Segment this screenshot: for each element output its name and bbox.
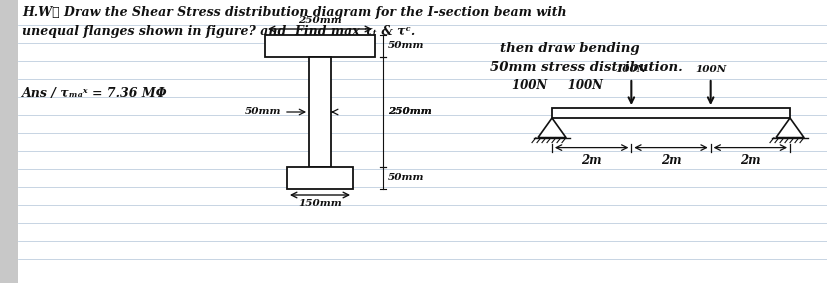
Text: then draw bending: then draw bending [500,42,638,55]
Text: Ans / τₘₐˣ = 7.36 MΦ: Ans / τₘₐˣ = 7.36 MΦ [22,87,167,100]
Text: 50mm: 50mm [244,108,280,117]
Text: H.W① Draw the Shear Stress distribution diagram for the I-section beam with: H.W① Draw the Shear Stress distribution … [22,6,566,19]
Bar [308,57,331,167]
Text: 50mm: 50mm [388,173,424,183]
Polygon shape [538,118,566,138]
Text: 250mm: 250mm [388,108,431,117]
Text: unequal flanges shown in figure? and  Find max τₜ & τᶜ.: unequal flanges shown in figure? and Fin… [22,25,415,38]
Text: 150mm: 150mm [298,199,342,208]
Bar [552,108,789,118]
Text: 100N: 100N [694,65,725,74]
Polygon shape [775,118,803,138]
Bar [287,167,352,189]
Text: 2m: 2m [660,154,681,167]
Text: 100N: 100N [615,65,646,74]
Text: 100N     100N: 100N 100N [511,79,602,92]
Text: 250mm: 250mm [388,108,431,117]
Text: 2m: 2m [581,154,601,167]
Text: 250mm: 250mm [298,16,342,25]
Text: 2m: 2m [739,154,760,167]
Bar [265,35,375,57]
Text: 50mm stress distribution.: 50mm stress distribution. [490,61,682,74]
Text: 50mm: 50mm [388,42,424,50]
